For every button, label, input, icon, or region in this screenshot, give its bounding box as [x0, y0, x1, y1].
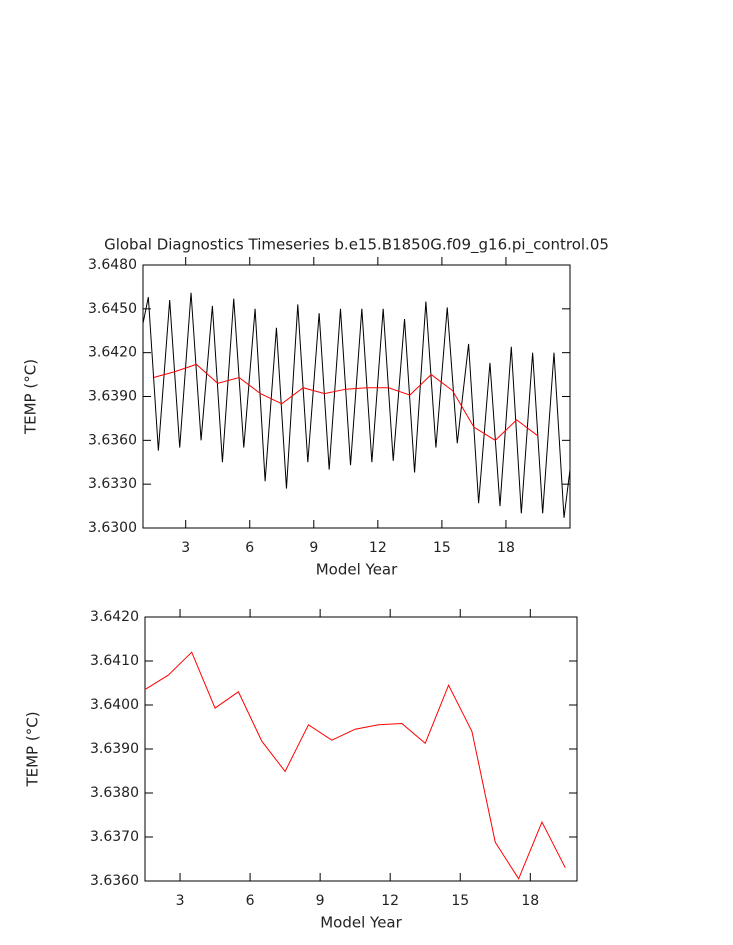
y-tick-label: 3.6410 — [90, 653, 139, 669]
y-tick-label: 3.6480 — [88, 257, 137, 273]
x-tick-label: 12 — [369, 540, 387, 556]
x-tick-label: 6 — [246, 893, 255, 909]
plot-frame — [142, 264, 571, 529]
data-line — [142, 292, 571, 518]
x-tick-label: 15 — [433, 540, 451, 556]
y-tick-label: 3.6360 — [88, 432, 137, 448]
x-tick-label: 15 — [451, 893, 469, 909]
x-tick-label: 3 — [181, 540, 190, 556]
x-axis-label: Model Year — [320, 914, 402, 932]
y-tick-label: 3.6370 — [90, 829, 139, 845]
chart-title: Global Diagnostics Timeseries b.e15.B185… — [104, 236, 609, 255]
y-tick-label: 3.6390 — [88, 389, 137, 405]
x-tick-label: 18 — [521, 893, 539, 909]
x-axis-label: Model Year — [316, 561, 398, 579]
y-tick-label: 3.6400 — [90, 697, 139, 713]
y-tick-label: 3.6380 — [90, 785, 139, 801]
y-tick-label: 3.6390 — [90, 741, 139, 757]
y-tick-label: 3.6450 — [88, 301, 137, 317]
x-tick-label: 18 — [497, 540, 515, 556]
x-tick-label: 6 — [245, 540, 254, 556]
plot-frame — [144, 616, 578, 882]
chart-panel: 3.6360 3.6370 3.6380 3.6390 3.6400 3.6410 3.64… — [24, 609, 578, 932]
y-axis-label: TEMP (°C) — [24, 711, 42, 787]
data-line — [144, 651, 566, 880]
y-axis-label: TEMP (°C) — [22, 359, 40, 435]
y-tick-label: 3.6420 — [90, 609, 139, 625]
y-tick-label: 3.6300 — [88, 520, 137, 536]
x-tick-label: 12 — [381, 893, 399, 909]
x-tick-label: 3 — [176, 893, 185, 909]
y-tick-label: 3.6420 — [88, 345, 137, 361]
chart-panel: Global Diagnostics Timeseries b.e15.B185… — [22, 236, 609, 579]
y-tick-label: 3.6330 — [88, 476, 137, 492]
y-tick-label: 3.6360 — [90, 873, 139, 889]
data-line — [153, 363, 539, 441]
x-tick-label: 9 — [316, 893, 325, 909]
x-tick-label: 9 — [309, 540, 318, 556]
